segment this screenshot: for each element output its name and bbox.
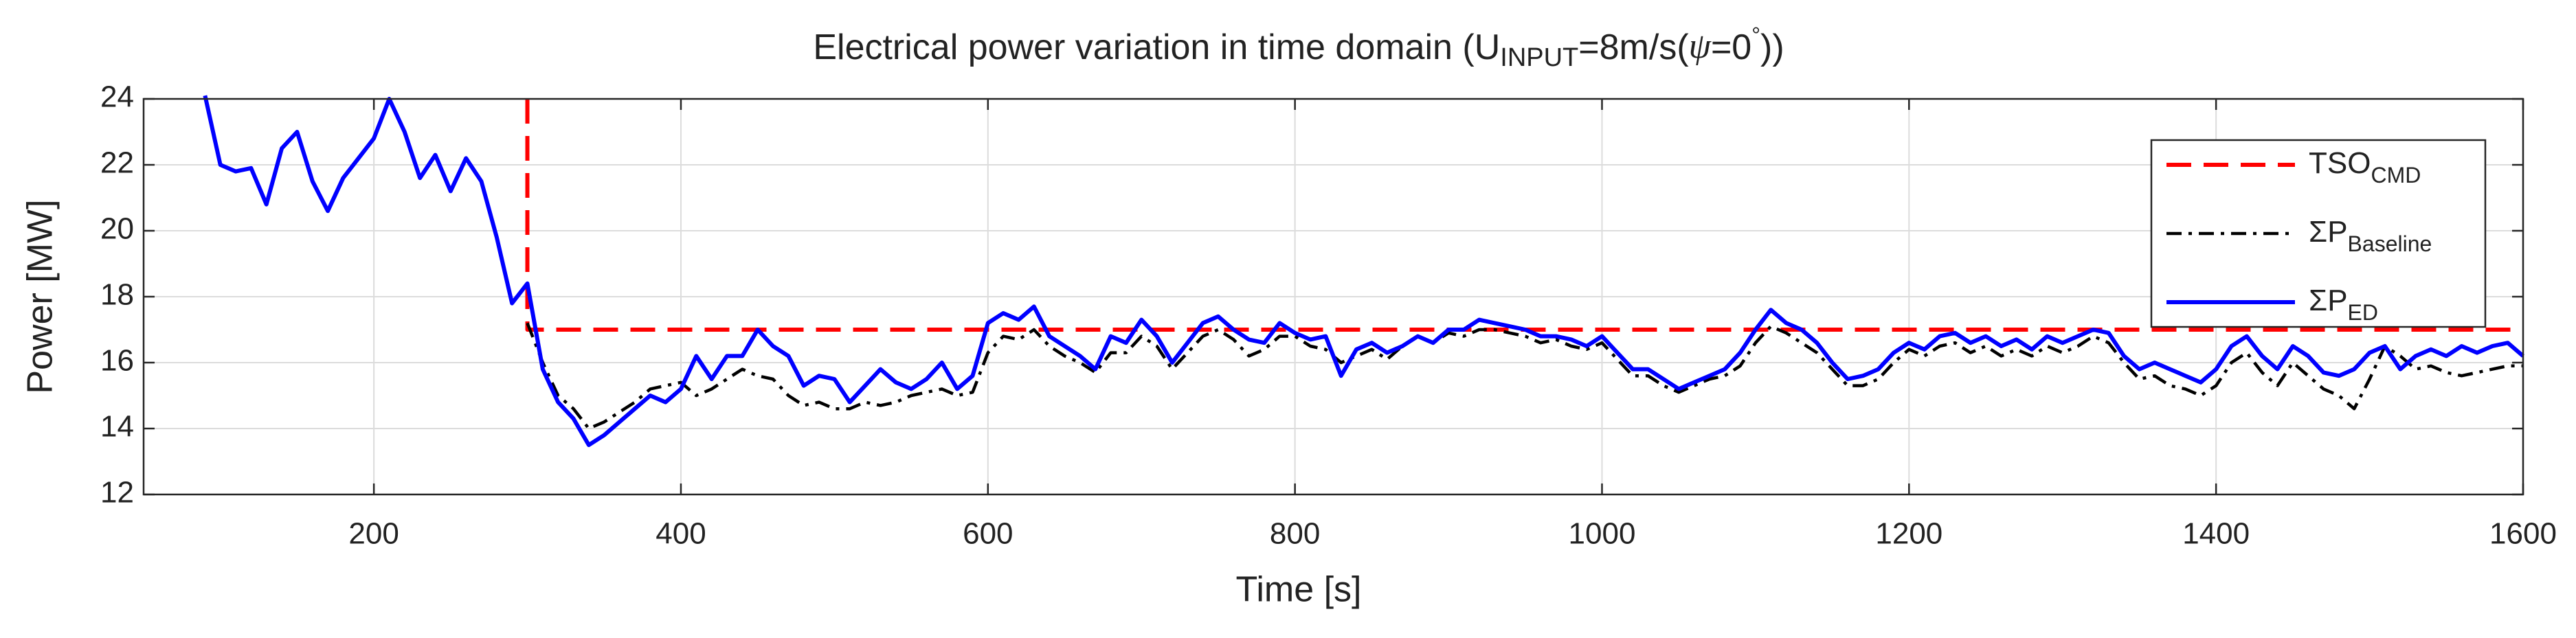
y-axis-label: Power [MW]	[21, 199, 60, 394]
plot-lines	[203, 95, 2524, 447]
x-tick-label: 1200	[1875, 517, 1942, 551]
legend-label: TSOCMD	[2309, 146, 2421, 188]
legend-label: ΣPBaseline	[2309, 215, 2432, 257]
series-line	[525, 99, 2523, 332]
title-superscript: °	[1751, 23, 1760, 47]
x-tick-label: 1000	[1569, 517, 1636, 551]
axes: 12 14 16 18 20 22 24 200 400 600 800 1000 1200 1400 16…	[100, 80, 2557, 551]
y-tick-label: 24	[100, 80, 134, 114]
x-tick-label: 600	[963, 517, 1013, 551]
x-axis-label: Time [s]	[1236, 570, 1362, 610]
legend-name: ΣP	[2309, 284, 2348, 317]
y-tick-label: 20	[100, 212, 134, 246]
y-tick-label: 14	[100, 410, 134, 444]
series-line	[203, 95, 2524, 447]
y-tick-label: 22	[100, 146, 134, 180]
legend-subscript: ED	[2348, 300, 2378, 325]
legend-label: ΣPED	[2309, 284, 2378, 326]
title-part: ))	[1760, 27, 1784, 67]
x-tick-label: 800	[1270, 517, 1320, 551]
title-symbol: ψ	[1689, 27, 1712, 66]
x-tick-label: 1400	[2182, 517, 2250, 551]
title-part: =0	[1711, 27, 1751, 67]
legend-subscript: CMD	[2371, 163, 2421, 187]
legend-name: ΣP	[2309, 215, 2348, 249]
title-subscript: INPUT	[1500, 43, 1578, 72]
x-tick-label: 200	[348, 517, 399, 551]
series-line	[526, 322, 2523, 431]
y-tick-label: 16	[100, 344, 134, 378]
y-tick-label: 18	[100, 278, 134, 312]
x-tick-label: 400	[656, 517, 706, 551]
x-tick-label: 1600	[2489, 517, 2557, 551]
legend-subscript: Baseline	[2348, 231, 2432, 256]
legend-name: TSO	[2309, 146, 2371, 180]
title-part: Electrical power variation in time domai…	[813, 27, 1500, 67]
y-tick-label: 12	[100, 476, 134, 510]
chart-title: Electrical power variation in time domai…	[813, 23, 1784, 72]
title-part: =8m/s(	[1578, 27, 1689, 67]
